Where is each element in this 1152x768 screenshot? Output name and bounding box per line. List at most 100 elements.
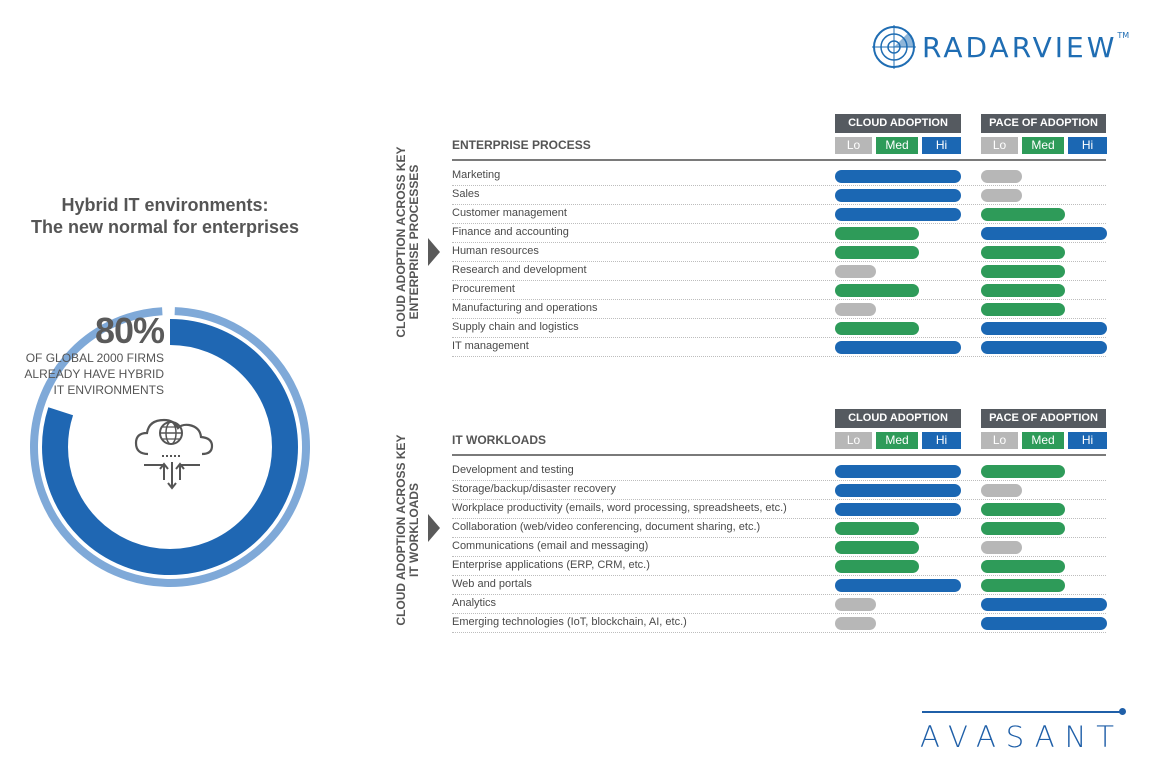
avasant-logo: AVASANT xyxy=(910,705,1135,755)
adoption-bar xyxy=(835,560,919,573)
radarview-wordmark: RADARVIEWTM xyxy=(922,30,1130,64)
pace-bar xyxy=(981,560,1065,573)
arrow-right-icon xyxy=(428,514,440,542)
row-label: Finance and accounting xyxy=(452,226,569,238)
pace-scale: Lo Med Hi xyxy=(981,137,1107,154)
pace-bar xyxy=(981,322,1107,335)
row-label: Customer management xyxy=(452,207,567,219)
pace-bar xyxy=(981,341,1107,354)
adoption-bar xyxy=(835,579,961,592)
pace-bar xyxy=(981,284,1065,297)
scale-med: Med xyxy=(876,432,918,449)
table-row: Finance and accounting xyxy=(452,224,1107,243)
scale-lo: Lo xyxy=(835,137,872,154)
scale-lo: Lo xyxy=(981,137,1018,154)
scale-med: Med xyxy=(1022,137,1064,154)
table-row: Web and portals xyxy=(452,576,1106,595)
pace-bar xyxy=(981,579,1065,592)
pace-bar xyxy=(981,503,1065,516)
hybrid-it-donut xyxy=(29,307,310,587)
table-row: Procurement xyxy=(452,281,1106,300)
section-title: IT WORKLOADS xyxy=(452,433,546,447)
table-row: Customer management xyxy=(452,205,1106,224)
adoption-bar xyxy=(835,541,919,554)
table-row: Analytics xyxy=(452,595,1107,614)
table-row: Research and development xyxy=(452,262,1106,281)
cloud-adoption-header: CLOUD ADOPTION xyxy=(835,409,961,428)
row-label: Workplace productivity (emails, word pro… xyxy=(452,502,787,514)
infographic-title: Hybrid IT environments: The new normal f… xyxy=(10,194,320,238)
adoption-scale: Lo Med Hi xyxy=(835,137,961,154)
table-row: Human resources xyxy=(452,243,1106,262)
section-title: ENTERPRISE PROCESS xyxy=(452,138,591,152)
pace-of-adoption-header: PACE OF ADOPTION xyxy=(981,114,1106,133)
pace-bar xyxy=(981,303,1065,316)
percent-value: 80% xyxy=(94,310,165,351)
table-row: Sales xyxy=(452,186,1106,205)
table-row: Emerging technologies (IoT, blockchain, … xyxy=(452,614,1107,633)
side-label-processes: CLOUD ADOPTION ACROSS KEY ENTERPRISE PRO… xyxy=(394,146,421,338)
title-line-1: Hybrid IT environments: xyxy=(61,195,269,215)
it-workloads-table: CLOUD ADOPTION PACE OF ADOPTION IT WORKL… xyxy=(452,409,1107,649)
row-label: Marketing xyxy=(452,169,501,181)
scale-hi: Hi xyxy=(1068,137,1107,154)
adoption-bar xyxy=(835,484,961,497)
pace-scale: Lo Med Hi xyxy=(981,432,1107,449)
radar-icon xyxy=(872,25,916,69)
donut-outer-ring xyxy=(29,307,310,587)
table-row: Communications (email and messaging) xyxy=(452,538,1106,557)
adoption-bar xyxy=(835,170,961,183)
pace-bar xyxy=(981,246,1065,259)
row-label: IT management xyxy=(452,340,529,352)
row-label: Enterprise applications (ERP, CRM, etc.) xyxy=(452,559,650,571)
adoption-bar xyxy=(835,522,919,535)
logo-dot xyxy=(1119,708,1126,715)
adoption-bar xyxy=(835,208,961,221)
table-row: Storage/backup/disaster recovery xyxy=(452,481,1106,500)
pace-bar xyxy=(981,265,1065,278)
table-row: Enterprise applications (ERP, CRM, etc.) xyxy=(452,557,1106,576)
pace-bar xyxy=(981,484,1022,497)
row-label: Analytics xyxy=(452,597,497,609)
scale-hi: Hi xyxy=(922,137,961,154)
pace-bar xyxy=(981,170,1022,183)
scale-lo: Lo xyxy=(835,432,872,449)
scale-med: Med xyxy=(1022,432,1064,449)
adoption-bar xyxy=(835,265,876,278)
pace-bar xyxy=(981,208,1065,221)
row-label: Research and development xyxy=(452,264,587,276)
adoption-bar xyxy=(835,322,919,335)
row-label: Storage/backup/disaster recovery xyxy=(452,483,616,495)
table-row: Marketing xyxy=(452,167,1106,186)
pace-bar xyxy=(981,227,1107,240)
scale-hi: Hi xyxy=(922,432,961,449)
pace-bar xyxy=(981,617,1107,630)
adoption-bar xyxy=(835,246,919,259)
row-label: Supply chain and logistics xyxy=(452,321,579,333)
table-row: Workplace productivity (emails, word pro… xyxy=(452,500,1106,519)
row-label: Manufacturing and operations xyxy=(452,302,598,314)
arrow-right-icon xyxy=(428,238,440,266)
cloud-adoption-header: CLOUD ADOPTION xyxy=(835,114,961,133)
cloud-globe-icon xyxy=(134,418,214,490)
adoption-bar xyxy=(835,341,961,354)
enterprise-process-table: CLOUD ADOPTION PACE OF ADOPTION ENTERPRI… xyxy=(452,114,1107,370)
adoption-scale: Lo Med Hi xyxy=(835,432,961,449)
row-label: Collaboration (web/video conferencing, d… xyxy=(452,521,761,533)
table-row: Collaboration (web/video conferencing, d… xyxy=(452,519,1106,538)
table-row: Manufacturing and operations xyxy=(452,300,1106,319)
pace-bar xyxy=(981,598,1107,611)
row-label: Procurement xyxy=(452,283,515,295)
header-rule xyxy=(452,454,1106,456)
adoption-bar xyxy=(835,503,961,516)
table-row: Supply chain and logistics xyxy=(452,319,1107,338)
row-label: Emerging technologies (IoT, blockchain, … xyxy=(452,616,687,628)
pace-bar xyxy=(981,541,1022,554)
scale-med: Med xyxy=(876,137,918,154)
row-label: Communications (email and messaging) xyxy=(452,540,649,552)
adoption-bar xyxy=(835,303,876,316)
adoption-bar xyxy=(835,465,961,478)
header-rule xyxy=(452,159,1106,161)
pace-bar xyxy=(981,465,1065,478)
row-label: Human resources xyxy=(452,245,539,257)
